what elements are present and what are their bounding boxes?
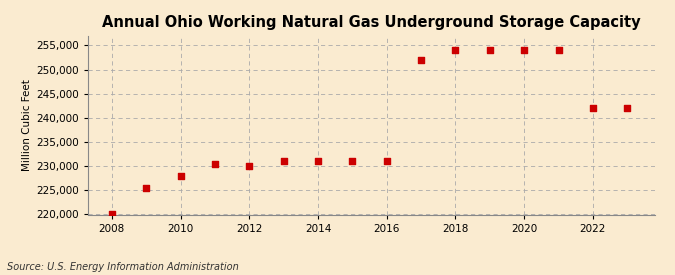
Text: Source: U.S. Energy Information Administration: Source: U.S. Energy Information Administ… xyxy=(7,262,238,272)
Point xyxy=(244,164,254,168)
Point xyxy=(175,174,186,178)
Point xyxy=(313,159,323,164)
Point xyxy=(519,48,530,53)
Point xyxy=(141,186,152,190)
Point xyxy=(347,159,358,164)
Point xyxy=(553,48,564,53)
Title: Annual Ohio Working Natural Gas Underground Storage Capacity: Annual Ohio Working Natural Gas Undergro… xyxy=(102,15,641,31)
Point xyxy=(107,212,117,217)
Point xyxy=(622,106,632,111)
Point xyxy=(587,106,598,111)
Point xyxy=(416,58,427,62)
Point xyxy=(450,48,461,53)
Point xyxy=(278,159,289,164)
Y-axis label: Million Cubic Feet: Million Cubic Feet xyxy=(22,79,32,171)
Point xyxy=(485,48,495,53)
Point xyxy=(381,159,392,164)
Point xyxy=(209,162,220,166)
